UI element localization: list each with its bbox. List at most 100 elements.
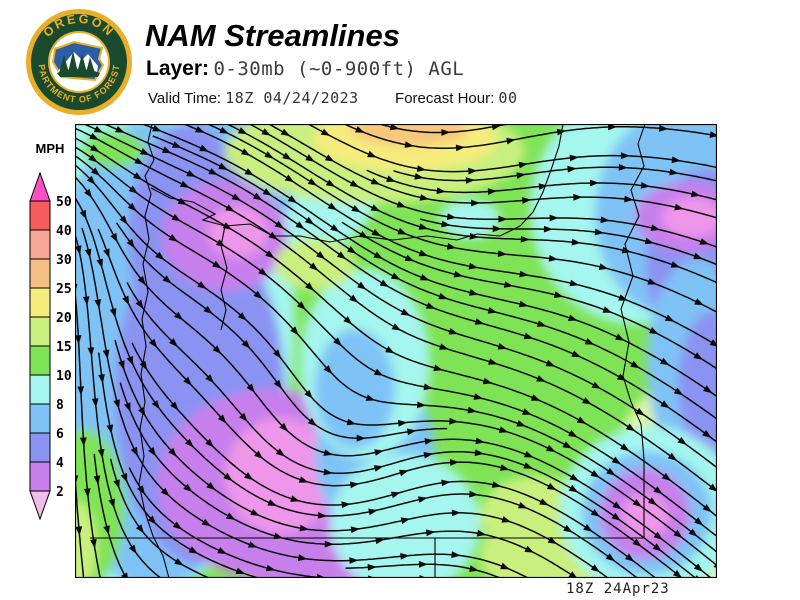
streamline-arrowhead bbox=[91, 398, 99, 408]
streamline-arrowhead bbox=[279, 422, 289, 432]
streamline-arrowhead bbox=[709, 339, 717, 347]
streamline-arrowhead bbox=[309, 262, 319, 271]
streamline-arrowhead bbox=[77, 386, 85, 396]
streamline-arrowhead bbox=[516, 172, 526, 179]
streamline-arrowhead bbox=[171, 214, 181, 222]
streamline-arrowhead bbox=[357, 281, 367, 290]
streamline-arrowhead bbox=[179, 180, 190, 188]
streamline-arrowhead bbox=[517, 502, 528, 509]
streamline-arrowhead bbox=[160, 487, 170, 497]
streamline-arrowhead bbox=[543, 225, 553, 233]
streamline-arrowhead bbox=[90, 538, 97, 549]
streamline-arrowhead bbox=[367, 564, 377, 571]
streamline-arrowhead bbox=[400, 517, 411, 525]
streamline-arrowhead bbox=[536, 375, 546, 382]
streamline-arrowhead bbox=[451, 509, 461, 517]
streamline-arrowhead bbox=[93, 125, 104, 133]
streamline-arrowhead bbox=[241, 339, 251, 349]
streamline-arrowhead bbox=[373, 465, 384, 472]
forecast-hour-label: Forecast Hour: bbox=[395, 90, 495, 107]
streamline-arrowhead bbox=[538, 183, 548, 190]
streamline-arrowhead bbox=[624, 195, 634, 203]
legend-band bbox=[29, 287, 51, 318]
streamline-arrowhead bbox=[121, 572, 128, 578]
streamline-arrowhead bbox=[205, 438, 214, 448]
streamline-arrowhead bbox=[536, 320, 547, 327]
streamline-arrowhead bbox=[694, 517, 704, 526]
streamline-arrowhead bbox=[299, 524, 309, 532]
streamline-arrowhead bbox=[349, 557, 359, 564]
streamline-arrowhead bbox=[290, 495, 300, 502]
streamline-arrowhead bbox=[605, 553, 615, 562]
streamline-arrowhead bbox=[674, 203, 684, 211]
streamline-arrowhead bbox=[499, 464, 510, 471]
streamline-arrowhead bbox=[451, 551, 461, 559]
streamline-arrowhead bbox=[325, 179, 336, 187]
streamline-arrowhead bbox=[138, 406, 146, 417]
streamline-arrowhead bbox=[694, 298, 704, 306]
streamline-arrowhead bbox=[88, 154, 98, 163]
streamline-arrowhead bbox=[404, 254, 415, 262]
streamline-arrowhead bbox=[590, 564, 600, 573]
legend-band bbox=[29, 229, 51, 260]
streamline-arrowhead bbox=[389, 124, 400, 131]
streamline-arrowhead bbox=[316, 251, 326, 260]
odf-seal-logo: OREGON DEPARTMENT OF FORESTRY bbox=[24, 7, 132, 115]
streamline-arrowhead bbox=[530, 394, 541, 401]
streamline-arrowhead bbox=[128, 185, 138, 194]
legend-tick-label: 20 bbox=[56, 311, 72, 326]
streamline-arrowhead bbox=[635, 407, 645, 416]
streamline-arrowhead bbox=[371, 228, 382, 237]
streamline bbox=[341, 221, 717, 370]
streamline-arrowhead bbox=[659, 124, 669, 132]
streamline-arrowhead bbox=[183, 483, 193, 493]
streamline-arrowhead bbox=[390, 491, 401, 499]
streamline-arrowhead bbox=[672, 569, 682, 578]
streamline-arrowhead bbox=[188, 546, 199, 554]
streamline-arrowhead bbox=[115, 126, 125, 133]
streamline-arrowhead bbox=[124, 402, 131, 412]
streamline-arrowhead bbox=[244, 168, 254, 176]
streamline-arrowhead bbox=[219, 126, 229, 134]
streamline-arrowhead bbox=[265, 564, 276, 572]
streamline-arrowhead bbox=[94, 299, 102, 309]
streamline-arrowhead bbox=[120, 472, 128, 483]
streamline-arrowhead bbox=[375, 537, 385, 545]
streamline-arrowhead bbox=[476, 529, 487, 537]
streamline-arrowhead bbox=[449, 459, 460, 466]
streamline-arrowhead bbox=[650, 224, 661, 231]
streamline-arrowhead bbox=[688, 528, 698, 537]
streamline-arrowhead bbox=[455, 144, 465, 152]
streamline-arrowhead bbox=[556, 128, 567, 136]
streamline-arrowhead bbox=[446, 213, 457, 220]
legend-arrow-top bbox=[29, 171, 51, 202]
streamline-arrowhead bbox=[498, 426, 509, 433]
streamline-arrowhead bbox=[323, 449, 333, 456]
streamline-arrowhead bbox=[284, 174, 295, 183]
streamline-arrowhead bbox=[119, 215, 128, 225]
streamline-arrowhead bbox=[287, 195, 298, 204]
streamline-arrowhead bbox=[126, 238, 135, 249]
legend-tick-label: 40 bbox=[56, 224, 72, 239]
streamline-arrowhead bbox=[253, 290, 263, 300]
streamline-arrowhead bbox=[519, 270, 529, 278]
streamline-arrowhead bbox=[199, 144, 209, 152]
streamline-arrowhead bbox=[400, 553, 410, 560]
streamline-arrowhead bbox=[699, 238, 710, 245]
streamline-arrowhead bbox=[418, 561, 428, 568]
streamline-arrowhead bbox=[247, 541, 258, 548]
streamline-arrowhead bbox=[267, 499, 277, 506]
streamline-arrowhead bbox=[323, 468, 333, 476]
streamline-arrowhead bbox=[702, 504, 712, 513]
streamline-arrowhead bbox=[449, 417, 459, 425]
streamline-arrowhead bbox=[186, 170, 196, 177]
streamline-arrowhead bbox=[222, 222, 232, 230]
streamline-arrowhead bbox=[441, 129, 451, 136]
streamline-arrowhead bbox=[298, 476, 309, 483]
streamline-arrowhead bbox=[653, 531, 663, 540]
legend-tick-label: 8 bbox=[56, 398, 64, 413]
streamline-arrowhead bbox=[391, 323, 402, 331]
streamline-arrowhead bbox=[139, 148, 150, 156]
streamline-arrowhead bbox=[113, 479, 120, 489]
